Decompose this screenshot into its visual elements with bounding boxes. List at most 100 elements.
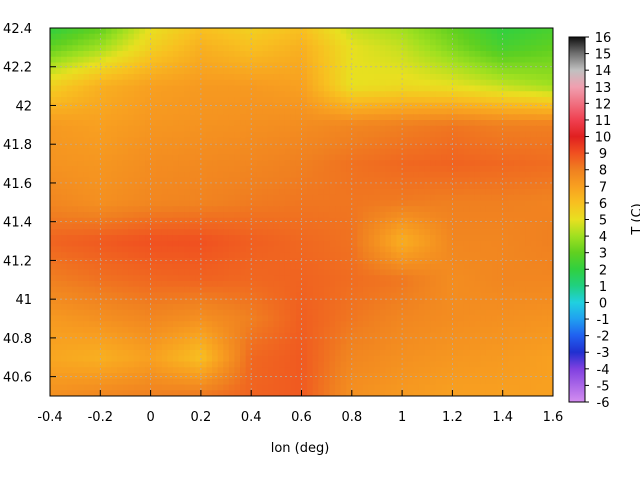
heatmap-cell [368,45,375,52]
heatmap-cell [340,171,347,179]
heatmap-cell [279,85,286,92]
heatmap-cell [178,229,185,236]
heatmap-cell [418,194,426,202]
heatmap-cell [307,338,314,345]
heatmap-cell [346,91,353,98]
heatmap-cell [245,33,252,41]
heatmap-cell [323,68,331,75]
heatmap-cell [547,332,553,340]
heatmap-cell [312,74,319,81]
heatmap-cell [295,200,303,207]
heatmap-cell [83,160,90,167]
heatmap-cell [469,154,476,161]
heatmap-cell [346,246,353,253]
heatmap-cell [290,39,297,46]
heatmap-cell [340,223,347,230]
heatmap-cell [223,344,230,351]
heatmap-cell [217,281,224,288]
heatmap-cell [206,137,213,144]
heatmap-cell [396,33,403,41]
heatmap-cell [547,275,553,282]
heatmap-cell [100,120,107,127]
heatmap-cell [525,97,532,104]
heatmap-cell [301,137,308,144]
heatmap-cell [441,120,448,127]
heatmap-cell [94,51,101,58]
heatmap-cell [178,235,185,242]
heatmap-cell [94,148,101,156]
heatmap-cell [491,28,498,35]
heatmap-cell [441,338,448,345]
heatmap-cell [502,114,509,121]
heatmap-cell [206,189,213,196]
heatmap-cell [485,332,493,340]
heatmap-cell [346,39,353,46]
heatmap-cell [357,45,364,52]
heatmap-cell [200,56,208,64]
heatmap-cell [480,68,487,75]
heatmap-cell [128,28,135,35]
heatmap-cell [122,298,129,305]
heatmap-cell [385,246,392,253]
heatmap-cell [418,212,426,219]
heatmap-cell [491,189,498,196]
heatmap-cell [172,235,180,242]
heatmap-cell [83,263,90,271]
heatmap-cell [413,315,420,322]
heatmap-cell [234,286,241,294]
heatmap-cell [374,33,381,41]
heatmap-cell [161,131,168,138]
heatmap-cell [519,183,526,190]
heatmap-cell [217,125,224,133]
heatmap-cell [195,292,202,299]
heatmap-cell [357,97,364,104]
heatmap-cell [240,137,247,144]
heatmap-cell [279,212,286,219]
heatmap-cell [145,62,152,69]
heatmap-cell [357,39,364,46]
heatmap-cell [547,286,553,294]
heatmap-cell [284,200,291,207]
heatmap-cell [491,68,498,75]
heatmap-cell [390,206,398,213]
heatmap-cell [172,206,180,213]
heatmap-cell [295,206,303,213]
heatmap-cell [83,183,90,190]
heatmap-cell [55,137,62,144]
heatmap-cell [111,206,118,213]
heatmap-cell [474,62,481,69]
heatmap-cell [200,275,208,282]
heatmap-cell [284,189,291,196]
heatmap-cell [430,148,437,156]
heatmap-cell [212,189,219,196]
heatmap-cell [329,235,336,242]
heatmap-cell [446,240,453,248]
heatmap-cell [480,143,487,150]
heatmap-cell [290,235,297,242]
heatmap-cell [94,120,101,127]
heatmap-cell [128,148,135,156]
heatmap-cell [105,298,113,305]
heatmap-cell [390,281,398,288]
heatmap-cell [430,125,437,133]
heatmap-cell [189,68,196,75]
heatmap-cell [536,235,543,242]
heatmap-cell [530,102,537,110]
heatmap-cell [156,252,163,259]
heatmap-cell [267,120,275,127]
heatmap-cell [284,51,291,58]
heatmap-cell [184,166,191,173]
heatmap-cell [390,258,398,265]
heatmap-cell [413,309,420,317]
heatmap-cell [256,281,263,288]
heatmap-cell [407,160,414,167]
heatmap-cell [172,200,180,207]
heatmap-cell [513,68,521,75]
heatmap-cell [340,212,347,219]
heatmap-cell [89,275,96,282]
heatmap-cell [474,114,481,121]
heatmap-cell [167,281,174,288]
heatmap-cell [184,154,191,161]
heatmap-cell [262,235,269,242]
heatmap-cell [441,91,448,98]
